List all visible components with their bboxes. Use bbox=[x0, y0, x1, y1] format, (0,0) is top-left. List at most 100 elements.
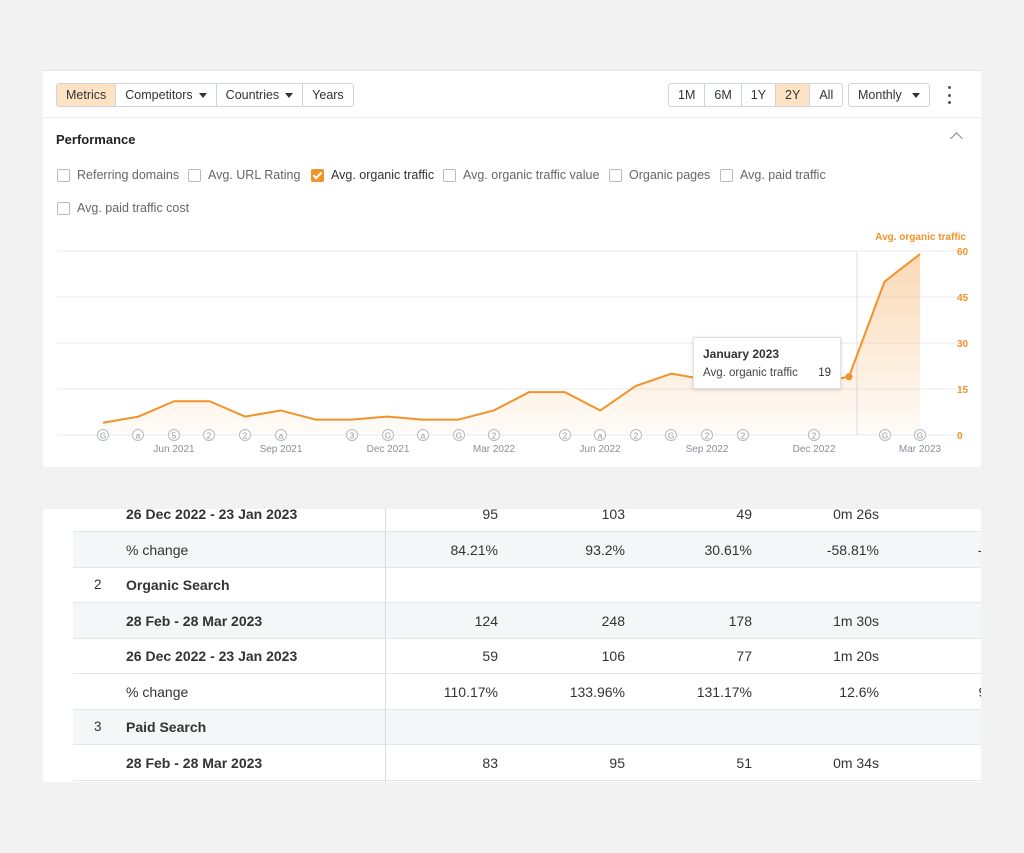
y-tick-label: 60 bbox=[957, 247, 969, 258]
annotation-marker bbox=[559, 429, 571, 441]
metric-avg-organic-traffic[interactable]: Avg. organic traffic bbox=[311, 168, 434, 182]
row-divider bbox=[73, 779, 981, 781]
table-row: % change 110.17% 133.96% 131.17% 12.6% 9.9 bbox=[73, 674, 981, 710]
annotation-marker bbox=[97, 429, 109, 441]
table-cell: 51 bbox=[736, 754, 752, 771]
tooltip-value: 19 bbox=[818, 367, 831, 379]
range-all-button[interactable]: All bbox=[819, 88, 834, 102]
metric-label: Organic pages bbox=[629, 168, 711, 182]
report-tabs: Metrics Competitors Countries Years bbox=[56, 83, 354, 107]
row-label: % change bbox=[126, 541, 189, 558]
tab-competitors-label: Competitors bbox=[125, 88, 193, 102]
annotation-marker bbox=[488, 429, 500, 441]
tab-years-label: Years bbox=[312, 88, 344, 102]
tab-competitors[interactable]: Competitors bbox=[116, 84, 217, 106]
table-cell: -58.81% bbox=[826, 541, 879, 558]
more-options-icon[interactable] bbox=[943, 86, 955, 104]
range-1y-button[interactable]: 1Y bbox=[742, 84, 777, 106]
metric-referring-domains[interactable]: Referring domains bbox=[57, 168, 179, 182]
table-cell: 83 bbox=[482, 754, 498, 771]
row-number: 3 bbox=[94, 719, 102, 734]
annotation-marker bbox=[914, 429, 926, 441]
annotation-marker-label: a bbox=[136, 432, 141, 441]
annotation-marker bbox=[630, 429, 642, 441]
table-cell: 84.21% bbox=[450, 541, 498, 558]
x-tick-label: Mar 2023 bbox=[899, 444, 942, 455]
annotation-marker bbox=[168, 429, 180, 441]
column-divider bbox=[385, 509, 386, 782]
toolbar: Metrics Competitors Countries Years 1M 6… bbox=[43, 71, 981, 118]
checkbox[interactable] bbox=[720, 168, 733, 182]
table-cell: 178 bbox=[728, 612, 752, 629]
annotation-marker-label: G bbox=[100, 432, 106, 441]
table-cell: 0m 26s bbox=[833, 509, 879, 522]
table-row: 2 Organic Search bbox=[73, 567, 981, 603]
performance-title: Performance bbox=[56, 132, 136, 147]
table-cell: 93.2% bbox=[585, 541, 625, 558]
table-cell: 106 bbox=[601, 648, 625, 664]
tab-years[interactable]: Years bbox=[303, 84, 353, 106]
metric-organic-pages[interactable]: Organic pages bbox=[609, 168, 710, 182]
range-2y-button[interactable]: 2Y bbox=[776, 84, 811, 106]
metric-avg-paid-traffic[interactable]: Avg. paid traffic bbox=[720, 168, 826, 182]
metric-avg-organic-traffic-value[interactable]: Avg. organic traffic value bbox=[443, 168, 599, 182]
chevron-up-icon[interactable] bbox=[950, 132, 963, 145]
annotation-marker-label: a bbox=[279, 432, 284, 441]
row-divider bbox=[73, 673, 981, 674]
annotation-marker-label: 2 bbox=[207, 432, 212, 441]
annotation-marker-label: 2 bbox=[634, 432, 639, 441]
range-selector: 1M 6M 1Y 2Y All bbox=[668, 83, 844, 107]
tab-metrics[interactable]: Metrics bbox=[57, 84, 117, 106]
metric-label: Avg. paid traffic bbox=[740, 168, 826, 182]
annotation-marker-label: 5 bbox=[172, 432, 177, 441]
annotation-marker-label: a bbox=[598, 432, 603, 441]
tab-metrics-label: Metrics bbox=[66, 88, 107, 102]
x-tick-label: Jun 2022 bbox=[579, 444, 621, 455]
y-tick-label: 45 bbox=[957, 293, 969, 304]
annotation-marker bbox=[417, 429, 429, 441]
caret-down-icon bbox=[911, 92, 920, 98]
range-1m-button[interactable]: 1M bbox=[669, 84, 706, 106]
metric-label: Avg. organic traffic value bbox=[463, 168, 600, 182]
row-divider bbox=[73, 637, 981, 639]
row-divider bbox=[73, 708, 981, 710]
table-row: 3 Paid Search bbox=[73, 709, 981, 745]
row-number: 2 bbox=[94, 577, 102, 592]
interval-select[interactable]: Monthly bbox=[848, 83, 930, 107]
table-cell: 95 bbox=[482, 509, 498, 522]
table-cell: 124 bbox=[474, 612, 498, 629]
checkbox[interactable] bbox=[188, 168, 201, 182]
y-axis-title: Avg. organic traffic bbox=[875, 232, 966, 243]
annotation-marker-label: 2 bbox=[563, 432, 568, 441]
checkbox[interactable] bbox=[443, 168, 456, 182]
metric-avg-paid-traffic-cost[interactable]: Avg. paid traffic cost bbox=[57, 201, 189, 215]
table-row: % change 84.21% 93.2% 30.61% -58.81% -29 bbox=[73, 531, 981, 568]
annotation-marker-label: G bbox=[456, 432, 462, 441]
annotation-marker-label: G bbox=[668, 432, 674, 441]
checkbox-checked[interactable] bbox=[311, 168, 324, 182]
checkbox[interactable] bbox=[609, 168, 622, 182]
annotation-marker bbox=[239, 429, 251, 441]
table-cell: 1m 30s bbox=[833, 612, 879, 629]
x-tick-label: Dec 2021 bbox=[367, 444, 410, 455]
metric-avg-url-rating[interactable]: Avg. URL Rating bbox=[188, 168, 300, 182]
annotation-marker-label: 2 bbox=[243, 432, 248, 441]
metric-label: Avg. URL Rating bbox=[208, 168, 301, 182]
table-cell: 59 bbox=[482, 648, 498, 664]
row-label: Paid Search bbox=[126, 719, 207, 735]
table-cell: 110.17% bbox=[443, 683, 498, 700]
range-6m-button[interactable]: 6M bbox=[705, 84, 742, 106]
table-cell: 248 bbox=[601, 612, 625, 629]
annotation-marker bbox=[879, 429, 891, 441]
x-tick-label: Mar 2022 bbox=[473, 444, 516, 455]
tab-countries[interactable]: Countries bbox=[217, 84, 304, 106]
checkbox[interactable] bbox=[57, 201, 70, 215]
annotation-marker bbox=[594, 429, 606, 441]
checkbox[interactable] bbox=[57, 168, 70, 182]
table-cell: 131.17% bbox=[696, 683, 752, 700]
caret-down-icon bbox=[198, 92, 207, 98]
annotation-marker-label: G bbox=[917, 432, 923, 441]
